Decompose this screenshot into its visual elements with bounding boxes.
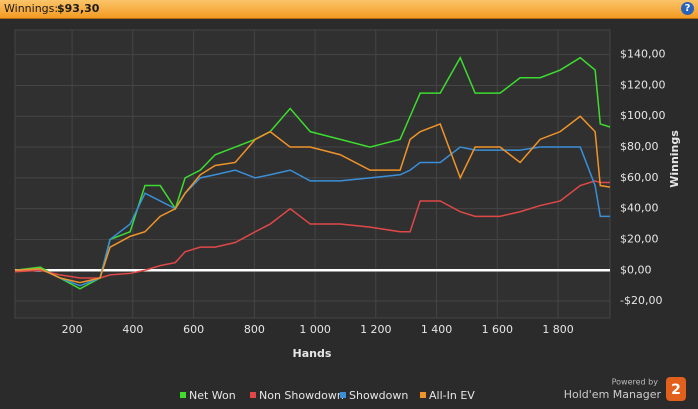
legend-swatch xyxy=(420,392,426,398)
legend-swatch xyxy=(180,392,186,398)
y-tick-label: $140,00 xyxy=(620,48,666,61)
header-value: $93,30 xyxy=(57,2,100,15)
legend-label: Showdown xyxy=(349,389,408,402)
logo xyxy=(666,377,686,401)
y-tick-label: $80,00 xyxy=(620,140,659,153)
y-tick-label: $120,00 xyxy=(620,78,666,91)
header-bar: Winnings: $93,30 ? xyxy=(0,0,698,19)
series-line xyxy=(14,56,611,290)
y-axis-label: Winnings xyxy=(668,130,681,188)
x-tick-label: 800 xyxy=(244,323,265,336)
legend-label: All-In EV xyxy=(429,389,475,402)
legend-label: Net Won xyxy=(189,389,236,402)
help-button[interactable]: ? xyxy=(681,2,694,15)
series-line xyxy=(14,180,610,279)
header-label: Winnings: xyxy=(4,2,59,15)
x-tick-label: 1 000 xyxy=(299,323,331,336)
legend-label: Non Showdown xyxy=(259,389,344,402)
y-tick-label: $40,00 xyxy=(620,202,659,215)
y-tick-label: $60,00 xyxy=(620,171,659,184)
x-tick-label: 400 xyxy=(122,323,143,336)
x-tick-label: 1 200 xyxy=(360,323,392,336)
y-tick-label: $0,00 xyxy=(620,263,652,276)
logo-version: 2 xyxy=(671,382,681,398)
legend-swatch xyxy=(250,392,256,398)
powered-by: Powered by xyxy=(612,378,659,387)
plot-area xyxy=(14,29,611,319)
x-tick-label: 200 xyxy=(62,323,83,336)
series-line xyxy=(14,146,610,287)
series-line xyxy=(14,115,611,284)
product-name: Hold'em Manager xyxy=(564,388,662,401)
x-axis-label: Hands xyxy=(293,347,332,360)
y-tick-label: $20,00 xyxy=(620,232,659,245)
y-tick-label: $100,00 xyxy=(620,109,666,122)
x-tick-label: 1 600 xyxy=(482,323,514,336)
y-tick-label: -$20,00 xyxy=(620,294,662,307)
chart: Winnings Hands Powered by Hold'em Manage… xyxy=(14,29,686,402)
legend-swatch xyxy=(340,392,346,398)
x-tick-label: 1 400 xyxy=(421,323,453,336)
x-tick-label: 1 800 xyxy=(542,323,574,336)
x-tick-label: 600 xyxy=(183,323,204,336)
